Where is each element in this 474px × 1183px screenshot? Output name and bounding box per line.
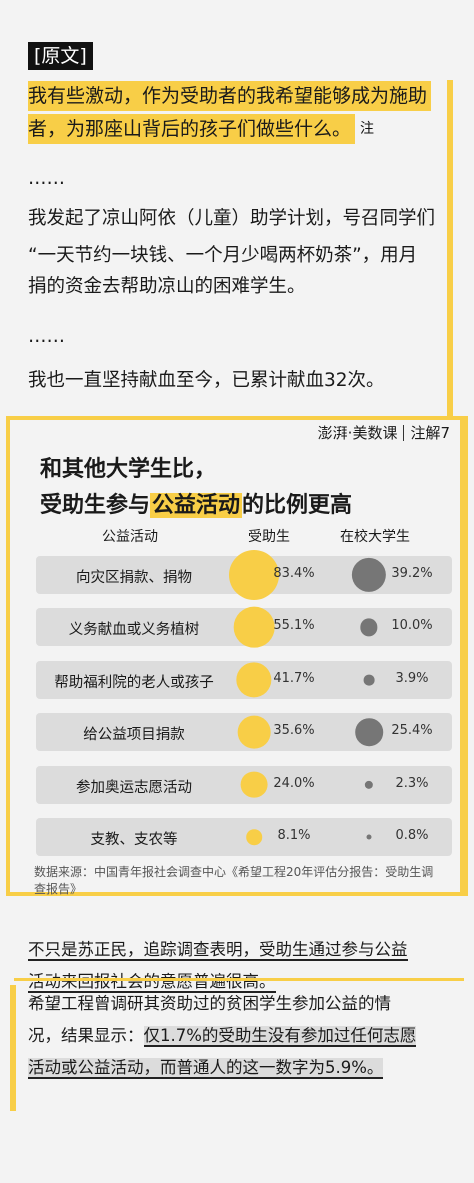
chart-row: 参加奥运志愿活动 24.0% 2.3% [36, 765, 452, 804]
footer-line-2-text: 活动来回报社会的意愿普遍很高。 [28, 972, 276, 993]
aided-value: 55.1% [273, 618, 315, 634]
ellipsis-2: …… [28, 326, 65, 347]
note-number: 注解7 [410, 424, 450, 442]
yellow-divider [14, 978, 464, 981]
college-value: 25.4% [391, 723, 433, 739]
chart-row: 向灾区捐款、捐物 83.4% 39.2% [36, 550, 452, 600]
college-value: 3.9% [395, 670, 429, 686]
chart-title-line-2: 受助生参与公益活动的比例更高 [40, 488, 352, 524]
aided-bubble [240, 771, 268, 798]
category-label: 帮助福利院的老人或孩子 [54, 674, 214, 691]
paragraph-line-3: 捐的资金去帮助凉山的困难学生。 [28, 276, 306, 297]
column-header-activity: 公益活动 [102, 529, 158, 545]
aided-value: 24.0% [273, 775, 315, 791]
title-highlight: 公益活动 [150, 493, 243, 518]
chart-row: 义务献血或义务植树 55.1% 10.0% [36, 607, 452, 648]
badge-divider [403, 425, 405, 441]
yellow-left-bar [10, 985, 16, 1111]
annotation-panel: 澎湃·美数课 注解7 和其他大学生比， 受助生参与公益活动的比例更高 公益活动 … [6, 416, 468, 896]
college-bubble [364, 780, 374, 789]
footer-line-4: 况，结果显示：仅1.7%的受助生没有参加过任何志愿 [28, 1020, 417, 1052]
yellow-side-bar [447, 80, 453, 420]
aided-bubble [229, 550, 279, 600]
highlight-line-1: 我有些激动，作为受助者的我希望能够成为施助 [28, 81, 432, 111]
paragraph-line-4: 我也一直坚持献血至今，已累计献血32次。 [28, 370, 385, 391]
college-value: 2.3% [395, 775, 429, 791]
footer-line-3: 希望工程曾调研其资助过的贫困学生参加公益的情 [28, 994, 391, 1013]
footer-line-4-box: 仅1.7%的受助生没有参加过任何志愿 [143, 1026, 417, 1047]
title-post: 的比例更高 [242, 493, 353, 518]
data-source-note: 数据来源：中国青年报社会调查中心《希望工程20年评估分报告：受助生调查报告》 [34, 865, 434, 896]
chart-row: 给公益项目捐款 35.6% 25.4% [36, 713, 452, 752]
paragraph-line-1: 我发起了凉山阿依（儿童）助学计划，号召同学们 [28, 208, 436, 229]
brand-name: 澎湃·美数课 [317, 424, 398, 442]
college-bubble [351, 557, 387, 593]
aided-bubble [236, 662, 272, 698]
chart-title: 和其他大学生比， 受助生参与公益活动的比例更高 [40, 452, 352, 524]
highlight-line-2: 者，为那座山背后的孩子们做些什么。 [28, 114, 356, 144]
paragraph-line-2: “一天节约一块钱、一个月少喝两杯奶茶”，用月 [28, 245, 418, 266]
column-header-aided: 受助生 [248, 529, 290, 545]
aided-bubble [237, 715, 271, 749]
college-bubble [360, 618, 378, 637]
chart-row: 支教、支农等 8.1% 0.8% [36, 818, 452, 856]
footer-line-1-text: 不只是苏正民，追踪调查表明，受助生通过参与公益 [28, 940, 408, 961]
aided-bubble [246, 829, 262, 845]
note-marker[interactable]: 注 [360, 121, 374, 137]
footer-line-5: 活动或公益活动，而普通人的这一数字为5.9%。 [28, 1052, 384, 1084]
college-bubble [355, 718, 383, 746]
aided-bubble [233, 607, 275, 648]
original-text-section: [原文] 我有些激动，作为受助者的我希望能够成为施助 者，为那座山背后的孩子们做… [0, 0, 474, 415]
footer-line-2: 活动来回报社会的意愿普遍很高。 [28, 966, 276, 998]
college-bubble [366, 834, 372, 840]
chart-row: 帮助福利院的老人或孩子 41.7% 3.9% [36, 660, 452, 699]
aided-value: 83.4% [273, 566, 315, 581]
ellipsis-1: …… [28, 168, 65, 189]
category-label: 支教、支农等 [90, 832, 178, 848]
chart-title-line-1: 和其他大学生比， [40, 457, 217, 482]
college-bubble [363, 674, 375, 686]
footer-line-5-text: 活动或公益活动，而普通人的这一数字为5.9%。 [28, 1058, 384, 1079]
category-label: 义务献血或义务植树 [68, 622, 200, 639]
college-value: 0.8% [395, 828, 429, 843]
category-label: 给公益项目捐款 [83, 727, 185, 744]
category-label: 参加奥运志愿活动 [76, 779, 192, 796]
title-pre: 受助生参与 [40, 493, 151, 518]
category-label: 向灾区捐款、捐物 [76, 570, 192, 586]
footer-line-1: 不只是苏正民，追踪调查表明，受助生通过参与公益 [28, 934, 408, 966]
college-value: 39.2% [391, 566, 433, 581]
footer-line-4-pre: 况，结果显示： [28, 1026, 144, 1045]
brand-badge: 澎湃·美数课 注解7 [318, 420, 450, 446]
aided-value: 41.7% [273, 670, 315, 686]
aided-value: 8.1% [277, 828, 311, 843]
aided-value: 35.6% [273, 723, 315, 739]
college-value: 10.0% [391, 618, 433, 634]
original-tag: [原文] [28, 42, 93, 70]
column-header-college: 在校大学生 [340, 529, 410, 545]
